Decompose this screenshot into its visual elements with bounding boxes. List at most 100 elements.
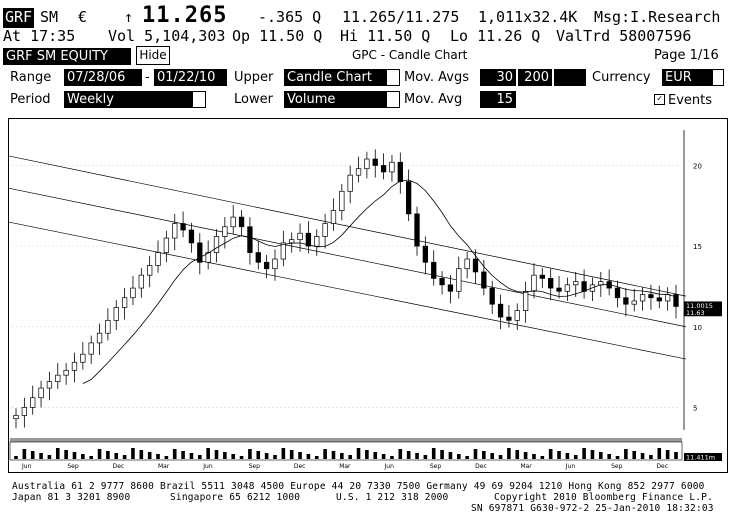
upper-chart-select[interactable]: Candle Chart xyxy=(284,69,386,86)
mov-avg-lower-field[interactable]: 15 xyxy=(480,91,516,108)
candle-up xyxy=(522,290,529,311)
range-end-field[interactable]: 01/22/10 xyxy=(154,69,227,86)
volume-bar xyxy=(273,455,277,459)
volume-bar xyxy=(197,455,202,459)
volume-bar xyxy=(323,449,327,459)
lower-select-toggle[interactable] xyxy=(386,91,400,108)
period-label: Period xyxy=(10,92,51,107)
candle-up xyxy=(71,361,78,371)
x-month-label: Jun xyxy=(21,463,32,470)
candle-down xyxy=(197,242,203,263)
volume-bar xyxy=(139,450,144,459)
candle-down xyxy=(372,158,378,166)
lower-label: Lower xyxy=(234,92,273,107)
candle-down xyxy=(481,271,487,289)
candle-up xyxy=(573,281,579,286)
volume-bar xyxy=(431,448,436,459)
candle-down xyxy=(497,303,504,318)
last-price-tag xyxy=(684,301,722,310)
candle-down xyxy=(472,258,479,273)
mov-avg-2-field[interactable]: 200 xyxy=(518,69,552,86)
range-start-field[interactable]: 07/28/06 xyxy=(64,69,142,86)
volume-bar xyxy=(448,452,453,459)
volume-bar xyxy=(632,451,637,459)
volume-bar xyxy=(106,451,110,459)
candle-up xyxy=(46,381,53,389)
candle-up xyxy=(21,407,28,416)
footer-singapore: Singapore 65 6212 1000 xyxy=(170,492,301,503)
candle-up xyxy=(297,232,303,241)
candle-up xyxy=(289,239,295,244)
lower-chart-select[interactable]: Volume xyxy=(284,91,386,108)
volume-bar xyxy=(423,455,428,459)
volume-bar xyxy=(557,451,561,459)
volume-bar xyxy=(97,449,102,459)
mov-avg-3-field[interactable] xyxy=(554,69,586,86)
candle-up xyxy=(121,297,128,308)
volume-bar xyxy=(64,450,68,459)
volume-bar xyxy=(565,453,570,459)
trend-line xyxy=(8,155,687,297)
candle-up xyxy=(514,310,520,321)
volume-bar xyxy=(289,450,294,459)
candle-up xyxy=(96,332,103,344)
volume-bar xyxy=(523,452,528,459)
upper-select-toggle[interactable] xyxy=(386,69,400,86)
x-month-label: Sep xyxy=(67,463,79,470)
y-tick-label: 5 xyxy=(693,404,697,412)
candle-down xyxy=(539,274,545,279)
currency-select[interactable]: EUR xyxy=(662,69,712,86)
volume-bar xyxy=(657,448,662,459)
volume-bar xyxy=(164,456,169,459)
volume-tag xyxy=(684,453,722,461)
candle-down xyxy=(255,252,261,263)
date-axis: Jun Sep Dec Mar Jun Sep Dec Mar Jun Sep Dec Mar Jun S… xyxy=(21,463,668,470)
bid-ask-size: 1,011x32.4K xyxy=(478,8,578,26)
x-month-label: Sep xyxy=(430,463,442,470)
candle-down xyxy=(656,297,662,302)
volume-bar xyxy=(440,450,444,459)
volume-bar xyxy=(456,454,461,459)
open-price: Op 11.50 Q xyxy=(232,27,323,45)
candle-up xyxy=(105,319,111,334)
period-select[interactable]: Weekly xyxy=(64,91,192,108)
last-price: 11.265 xyxy=(142,3,228,28)
candle-down xyxy=(188,229,195,244)
events-checkbox[interactable]: ✓ xyxy=(654,94,665,105)
volume-tag-label: 11.411m xyxy=(686,454,715,462)
x-month-label: Jun xyxy=(202,463,213,470)
mov-avgs-label: Mov. Avgs xyxy=(404,70,469,85)
security-field[interactable]: GRF SM EQUITY xyxy=(3,48,131,65)
candle-down xyxy=(238,216,245,228)
period-select-toggle[interactable] xyxy=(192,91,206,108)
candle-up xyxy=(13,415,19,420)
y-tick-label: 20 xyxy=(693,162,702,170)
message-indicator[interactable]: Msg:I.Research xyxy=(594,8,721,26)
candle-down xyxy=(673,294,679,307)
volume-bar xyxy=(89,456,93,459)
volume-bar xyxy=(14,456,18,459)
candle-up xyxy=(272,258,278,270)
candle-down xyxy=(406,181,412,215)
grid-lines xyxy=(12,165,680,408)
candle-down xyxy=(263,261,270,270)
volume-bar xyxy=(473,449,478,459)
up-arrow-icon: ↑ xyxy=(124,8,134,26)
volume-bar xyxy=(81,454,85,459)
panel-divider xyxy=(10,438,682,442)
mov-avg-1-field[interactable]: 30 xyxy=(480,69,516,86)
candle-up xyxy=(222,226,228,237)
volume-bar xyxy=(147,452,152,459)
volume-bar xyxy=(582,448,586,459)
ticker-code[interactable]: GRF xyxy=(3,8,35,28)
volume-bar xyxy=(624,449,628,459)
volume-bar xyxy=(131,448,135,459)
hide-button[interactable]: Hide xyxy=(136,46,170,65)
currency-symbol: € xyxy=(78,8,88,26)
volume-bar xyxy=(239,456,244,459)
currency-select-toggle[interactable] xyxy=(712,69,724,86)
candle-down xyxy=(548,278,554,289)
volume-bar xyxy=(340,453,344,459)
